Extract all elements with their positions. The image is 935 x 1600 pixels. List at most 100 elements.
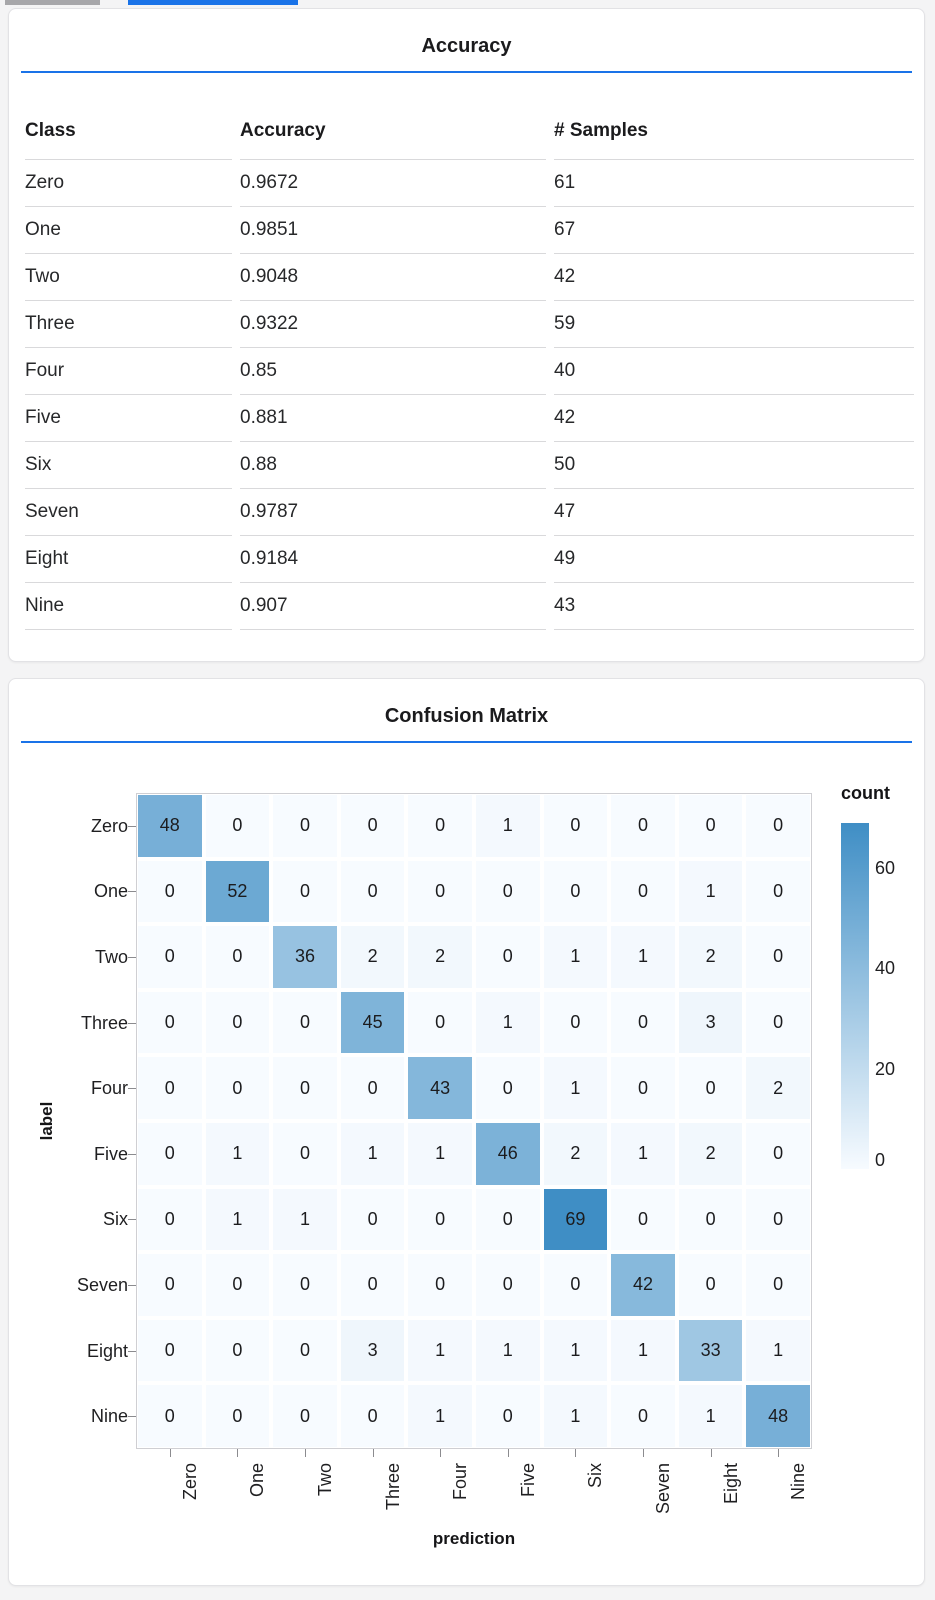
x-tick-mark — [778, 1449, 780, 1457]
x-axis-label: Six — [585, 1463, 606, 1489]
heatmap-cell: 0 — [273, 1057, 337, 1119]
heatmap-cell: 0 — [273, 795, 337, 857]
heatmap-cell: 0 — [273, 1254, 337, 1316]
samples-cell: 61 — [554, 159, 914, 206]
heatmap-cell: 0 — [746, 1188, 810, 1251]
table-row: Three 0.9322 59 — [25, 300, 914, 347]
accuracy-card: Accuracy Class Accuracy # Samples Zero 0.… — [8, 8, 925, 662]
heatmap-cell: 0 — [611, 991, 675, 1054]
accuracy-cell: 0.907 — [240, 582, 546, 630]
tab-indicator-inactive[interactable] — [5, 0, 100, 5]
y-tick-mark — [128, 1285, 136, 1286]
y-tick-mark — [128, 1153, 136, 1155]
y-tick-mark — [128, 825, 136, 827]
samples-cell: 43 — [554, 582, 914, 630]
x-tick-mark — [169, 1449, 171, 1457]
y-axis-label: Zero — [90, 815, 128, 836]
class-cell: Six — [25, 441, 232, 488]
column-header-samples: # Samples — [554, 120, 648, 141]
heatmap-cell: 0 — [543, 795, 608, 857]
column-header-class: Class — [25, 120, 76, 141]
x-axis-label: Eight — [720, 1463, 741, 1505]
heatmap-cell: 1 — [476, 991, 540, 1054]
heatmap-cell: 0 — [611, 1188, 675, 1251]
heatmap-cell: 1 — [476, 795, 540, 857]
accuracy-cell: 0.9672 — [240, 159, 546, 206]
heatmap-cell: 1 — [408, 1319, 472, 1382]
x-tick-mark — [440, 1449, 442, 1457]
x-axis-label: One — [247, 1463, 268, 1498]
heatmap-cell: 0 — [746, 1254, 810, 1316]
accuracy-table-body: Zero 0.9672 61 One 0.9851 67 Two 0.9048 42 Three 0… — [25, 159, 914, 630]
heatmap-cell: 1 — [340, 1123, 405, 1185]
heatmap-cell: 0 — [678, 1188, 743, 1251]
tab-indicator-active[interactable] — [128, 0, 298, 5]
heatmap-cell: 0 — [273, 991, 337, 1054]
heatmap-cell: 1 — [408, 1385, 472, 1447]
heatmap-cell: 1 — [611, 1123, 675, 1185]
heatmap-cell: 0 — [205, 1057, 270, 1119]
heatmap-cell: 0 — [138, 1123, 202, 1185]
heatmap-cell: 0 — [340, 1188, 405, 1251]
heatmap-cell: 0 — [611, 1057, 675, 1119]
heatmap-cell: 0 — [408, 1254, 472, 1316]
heatmap-cell: 0 — [138, 1188, 202, 1251]
x-tick-mark — [305, 1449, 306, 1457]
y-axis-label: Four — [90, 1078, 128, 1099]
heatmap-cell: 52 — [205, 860, 270, 923]
x-tick-mark — [575, 1449, 577, 1457]
table-row: Eight 0.9184 49 — [25, 535, 914, 582]
y-axis-label: Eight — [86, 1340, 128, 1361]
accuracy-cell: 0.88 — [240, 441, 546, 488]
heatmap-cell: 0 — [205, 926, 270, 988]
y-axis-label: Three — [80, 1012, 128, 1033]
x-tick-mark — [237, 1449, 239, 1457]
samples-cell: 49 — [554, 535, 914, 582]
class-cell: Four — [25, 347, 232, 394]
heatmap-cell: 48 — [138, 795, 202, 857]
table-row: Five 0.881 42 — [25, 394, 914, 441]
samples-cell: 50 — [554, 441, 914, 488]
y-tick-mark — [128, 1219, 136, 1221]
heatmap-cell: 0 — [408, 991, 472, 1054]
heatmap-cell: 0 — [543, 860, 608, 923]
x-axis-title: prediction — [432, 1529, 516, 1548]
accuracy-cell: 0.9048 — [240, 253, 546, 300]
heatmap-cell: 0 — [678, 1057, 743, 1119]
heatmap-cell: 0 — [205, 991, 270, 1054]
legend-gradient-bar — [841, 823, 869, 1169]
heatmap-cell: 0 — [611, 860, 675, 923]
heatmap-cell: 1 — [273, 1188, 337, 1251]
heatmap-cell: 0 — [138, 991, 202, 1054]
y-axis-label: One — [93, 881, 128, 902]
x-tick-mark — [710, 1449, 712, 1457]
legend-tick-label: 20 — [875, 1058, 896, 1079]
heatmap-cell: 1 — [543, 1057, 608, 1119]
heatmap-cell: 0 — [273, 1385, 337, 1447]
class-cell: Five — [25, 394, 232, 441]
heatmap-cell: 0 — [746, 991, 810, 1054]
heatmap-cell: 0 — [273, 860, 337, 923]
accuracy-table: Class Accuracy # Samples Zero 0.9672 61 One… — [17, 103, 922, 630]
heatmap-cell: 0 — [543, 1254, 608, 1316]
table-row: One 0.9851 67 — [25, 206, 914, 253]
heatmap-cell: 0 — [205, 1319, 270, 1382]
accuracy-cell: 0.9322 — [240, 300, 546, 347]
heatmap-cell: 0 — [138, 926, 202, 988]
y-tick-mark — [128, 1350, 136, 1352]
column-header-accuracy: Accuracy — [240, 120, 326, 141]
accuracy-title-rule — [21, 71, 912, 73]
accuracy-table-header-row: Class Accuracy # Samples — [25, 103, 914, 159]
y-tick-mark — [128, 1022, 136, 1024]
heatmap-cell: 33 — [678, 1319, 743, 1382]
heatmap-cell: 0 — [678, 795, 743, 857]
accuracy-cell: 0.85 — [240, 347, 546, 394]
heatmap-cell: 0 — [476, 860, 540, 923]
heatmap-cell: 1 — [408, 1123, 472, 1185]
y-axis-label: Seven — [76, 1275, 128, 1295]
heatmap-cell: 1 — [543, 1385, 608, 1447]
heatmap-cell: 0 — [746, 926, 810, 988]
samples-cell: 47 — [554, 488, 914, 535]
heatmap-cell: 0 — [476, 926, 540, 988]
x-axis-label: Two — [315, 1463, 335, 1497]
